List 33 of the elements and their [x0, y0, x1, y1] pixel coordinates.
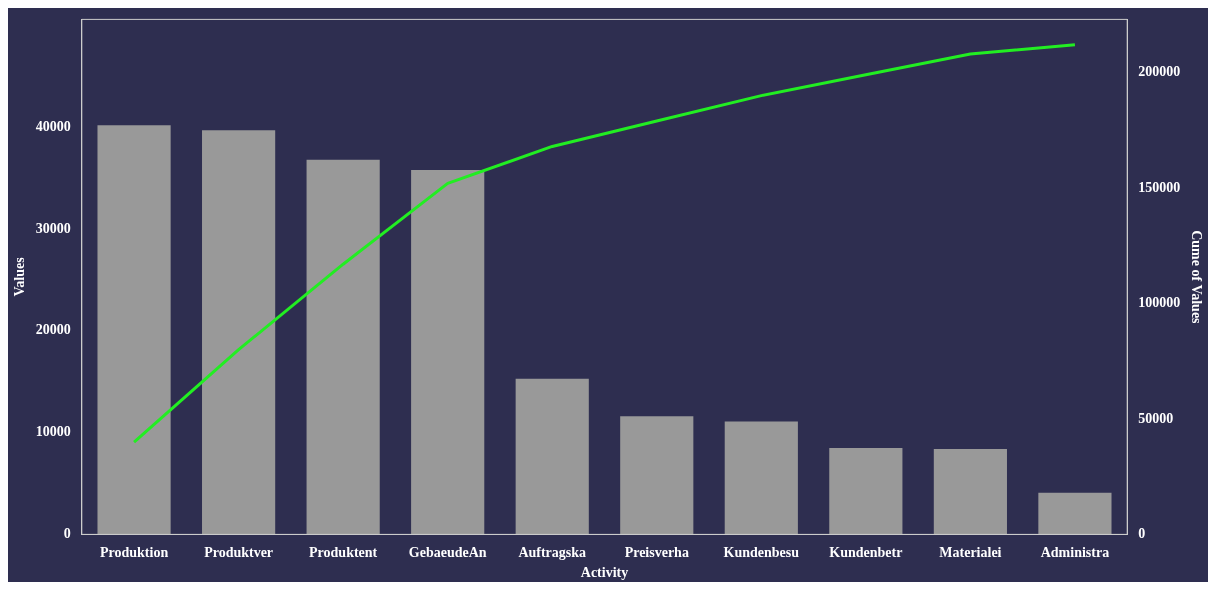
y2-tick-label: 100000	[1138, 295, 1181, 311]
y-tick-label: 10000	[35, 424, 71, 440]
y-tick-label: 20000	[35, 322, 71, 338]
bar	[97, 125, 171, 535]
x-tick-label: Produktent	[309, 545, 378, 561]
x-tick-label: Administra	[1040, 545, 1110, 561]
bar	[202, 130, 276, 535]
bar	[724, 421, 798, 535]
x-axis-title: Activity	[580, 565, 629, 581]
bar	[1038, 492, 1112, 535]
x-tick-label: Produktion	[99, 545, 169, 561]
x-tick-label: GebaeudeAn	[408, 545, 487, 561]
x-tick-label: Materialei	[939, 545, 1002, 561]
bar	[829, 447, 903, 535]
bar	[306, 159, 380, 535]
y2-tick-label: 200000	[1138, 64, 1181, 80]
y2-axis-title: Cume of Values	[1188, 230, 1204, 325]
bar	[411, 170, 485, 535]
y2-tick-label: 150000	[1138, 179, 1181, 195]
y2-tick-label: 0	[1138, 526, 1146, 542]
y-axis-title: Values	[12, 256, 28, 297]
x-tick-label: Auftragska	[518, 545, 587, 561]
x-tick-label: Preisverha	[624, 545, 689, 561]
y-tick-label: 40000	[35, 118, 71, 134]
y2-tick-label: 50000	[1138, 410, 1174, 426]
x-tick-label: Produktver	[204, 545, 274, 561]
y-tick-label: 0	[63, 526, 71, 542]
bar	[620, 416, 694, 535]
y-tick-label: 30000	[35, 220, 71, 236]
bar	[515, 378, 589, 535]
x-tick-label: Kundenbesu	[723, 545, 800, 561]
x-tick-label: Kundenbetr	[829, 545, 903, 561]
bar	[933, 448, 1007, 535]
